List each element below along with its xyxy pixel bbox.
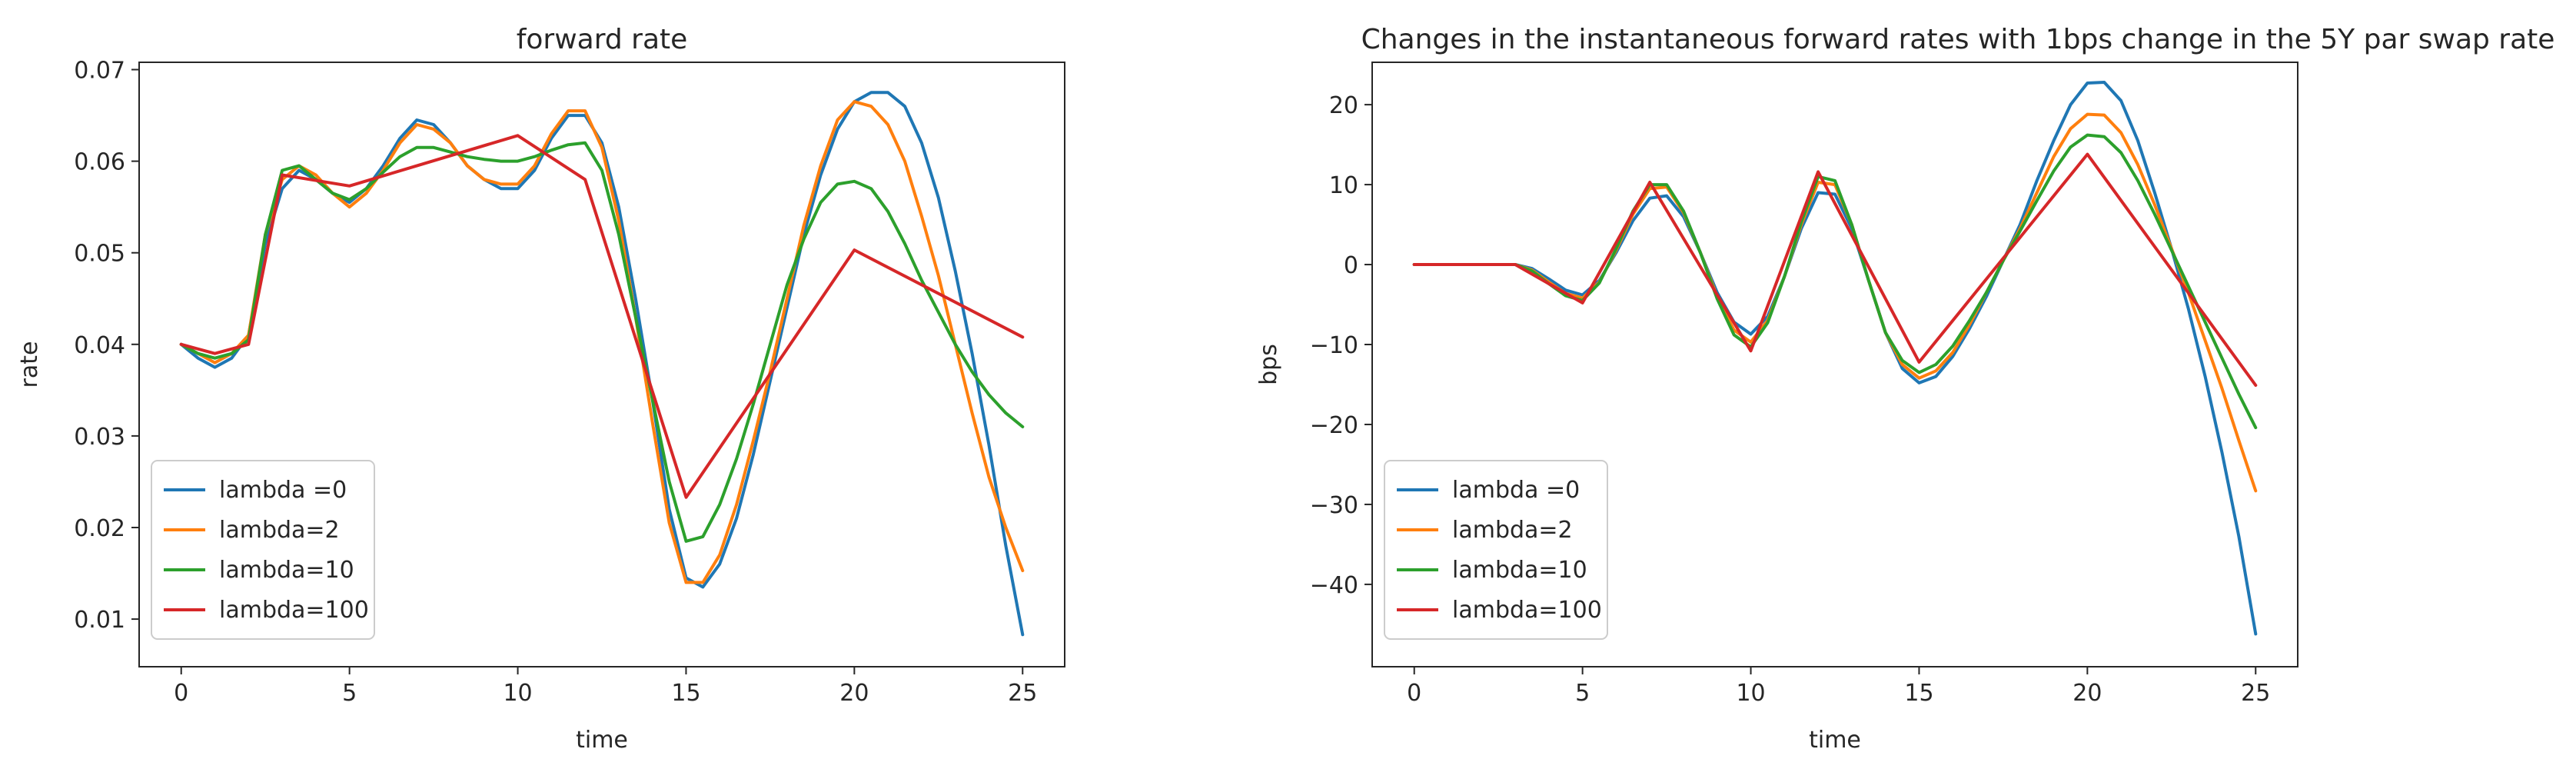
x-tick-label: 15 bbox=[671, 680, 700, 707]
x-tick-label: 10 bbox=[503, 680, 532, 707]
legend: lambda =0 lambda=2 lambda=10 lambda=100 bbox=[151, 460, 375, 640]
plot-frame bbox=[138, 62, 1065, 667]
y-tick-label: 0.01 bbox=[74, 607, 125, 634]
y-axis: −40 −30 −20 −10 0 10 20 bbox=[1310, 92, 1372, 599]
series-line-2 bbox=[179, 141, 1025, 543]
series-line-3 bbox=[1412, 152, 2258, 387]
x-tick-label: 10 bbox=[1736, 680, 1765, 707]
legend-label: lambda =0 bbox=[1452, 477, 1580, 504]
chart-title: forward rate bbox=[517, 24, 688, 55]
sensitivity-chart: Changes in the instantaneous forward rat… bbox=[1255, 24, 2554, 754]
y-tick-label: −10 bbox=[1310, 332, 1358, 359]
series-line-2 bbox=[1412, 133, 2258, 430]
legend-label: lambda=2 bbox=[219, 517, 340, 544]
y-tick-label: 10 bbox=[1329, 172, 1358, 199]
y-tick-label: 0.05 bbox=[74, 241, 125, 268]
legend-box bbox=[1384, 460, 1608, 640]
x-tick-label: 5 bbox=[1575, 680, 1590, 707]
y-tick-label: −40 bbox=[1310, 572, 1358, 599]
y-tick-label: −20 bbox=[1310, 412, 1358, 439]
x-axis-label: time bbox=[1809, 727, 1861, 754]
plot-frame bbox=[1371, 62, 2298, 667]
y-tick-label: 20 bbox=[1329, 92, 1358, 119]
x-tick-label: 25 bbox=[1008, 680, 1037, 707]
y-tick-label: 0.02 bbox=[74, 515, 125, 542]
x-axis: 0 5 10 15 20 25 bbox=[1407, 667, 2270, 707]
legend-label: lambda=10 bbox=[1452, 557, 1587, 584]
x-tick-label: 25 bbox=[2241, 680, 2270, 707]
x-axis-label: time bbox=[576, 727, 628, 754]
y-tick-label: 0.06 bbox=[74, 149, 125, 176]
series-line-3 bbox=[179, 134, 1025, 499]
legend-label: lambda =0 bbox=[219, 477, 347, 504]
y-tick-label: 0.07 bbox=[74, 58, 125, 85]
x-tick-label: 5 bbox=[342, 680, 357, 707]
legend-label: lambda=2 bbox=[1452, 517, 1573, 544]
y-tick-label: −30 bbox=[1310, 492, 1358, 519]
legend: lambda =0 lambda=2 lambda=10 lambda=100 bbox=[1384, 460, 1608, 640]
legend-label: lambda=100 bbox=[219, 597, 369, 624]
y-tick-label: 0.03 bbox=[74, 424, 125, 451]
y-tick-label: 0 bbox=[1344, 252, 1358, 279]
y-tick-label: 0.04 bbox=[74, 332, 125, 359]
series-line-1 bbox=[1412, 112, 2258, 493]
x-tick-label: 15 bbox=[1904, 680, 1933, 707]
y-axis-label: bps bbox=[1255, 344, 1282, 385]
legend-box bbox=[151, 460, 375, 640]
x-axis: 0 5 10 15 20 25 bbox=[174, 667, 1037, 707]
plot-area bbox=[1412, 81, 2258, 636]
x-tick-label: 20 bbox=[839, 680, 869, 707]
y-axis: 0.01 0.02 0.03 0.04 0.05 0.06 0.07 bbox=[74, 58, 139, 634]
plot-area bbox=[179, 91, 1025, 637]
y-axis-label: rate bbox=[16, 341, 43, 388]
x-tick-label: 0 bbox=[174, 680, 188, 707]
legend-label: lambda=100 bbox=[1452, 597, 1602, 624]
x-tick-label: 0 bbox=[1407, 680, 1421, 707]
x-tick-label: 20 bbox=[2072, 680, 2102, 707]
chart-title: Changes in the instantaneous forward rat… bbox=[1361, 24, 2555, 55]
legend-label: lambda=10 bbox=[219, 557, 354, 584]
forward-rate-chart: forward rate 0 5 10 15 20 25 0.01 0.02 0.03 0.04… bbox=[16, 24, 1065, 754]
